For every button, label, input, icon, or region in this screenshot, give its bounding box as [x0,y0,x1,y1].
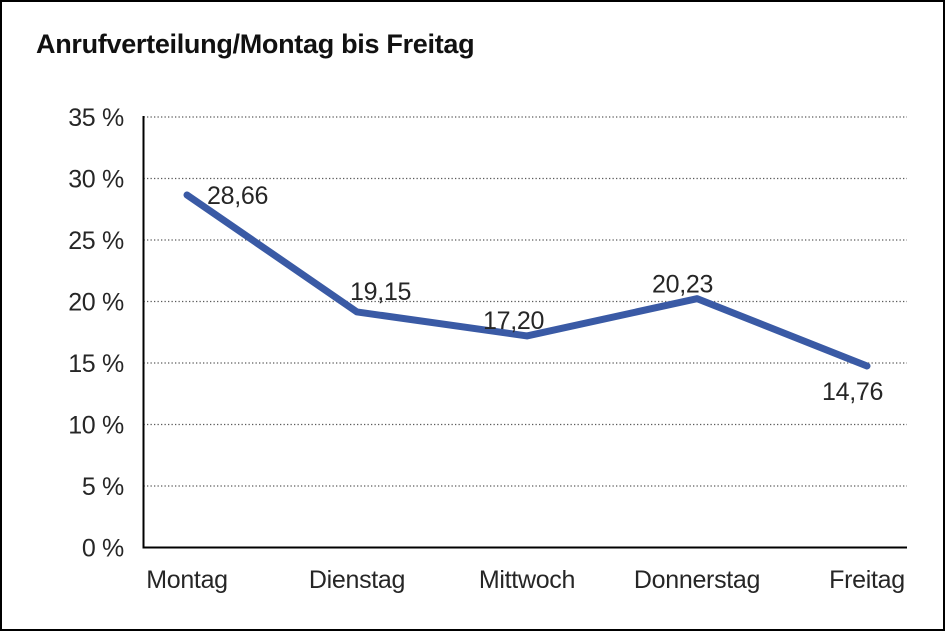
data-point-label: 28,66 [207,182,268,210]
y-tick-label: 25 % [68,227,124,255]
y-tick-label: 30 % [68,166,124,194]
y-tick-label: 5 % [82,473,124,501]
y-tick-label: 20 % [68,289,124,317]
x-category-label: Montag [146,566,228,594]
data-point-label: 14,76 [822,378,883,406]
x-category-label: Dienstag [309,566,405,594]
y-tick-label: 10 % [68,412,124,440]
y-tick-label: 35 % [68,104,124,132]
x-category-label: Freitag [829,566,905,594]
data-point-label: 17,20 [483,307,544,335]
y-tick-label: 0 % [82,535,124,563]
data-series-line [183,191,871,370]
x-category-label: Mittwoch [479,566,575,594]
chart-title: Anrufverteilung/Montag bis Freitag [36,29,475,59]
data-point-label: 19,15 [350,278,411,306]
y-tick-label: 15 % [68,350,124,378]
data-point-label: 20,23 [652,271,713,299]
x-category-label: Donnerstag [634,566,760,594]
